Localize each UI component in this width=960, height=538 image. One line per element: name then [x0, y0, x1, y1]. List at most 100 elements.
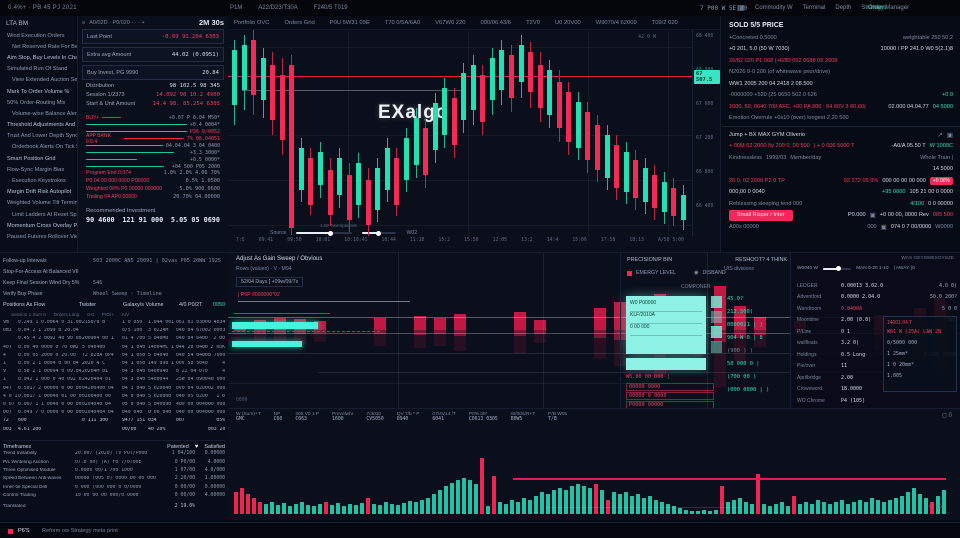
- sidebar-item[interactable]: Simulated Run Of Stand: [7, 66, 68, 73]
- table-row[interactable]: 4 0 1 0.0017 1 00040 01 00 00 0200400 00 04…: [3, 394, 225, 402]
- depth-row[interactable]: (000 0000 | ): [727, 387, 770, 393]
- flow-range-chip[interactable]: 52/04 Days [ +09w/09/7s: [236, 277, 304, 287]
- candle-body[interactable]: [547, 70, 553, 115]
- filter-group[interactable]: W/006/R+T B0W5: [511, 412, 535, 422]
- sidebar-item[interactable]: Net Reserved Rate For Best Limit: [12, 43, 77, 50]
- candle-body[interactable]: [365, 180, 371, 225]
- sidebar-item[interactable]: Aim Stop, Buy Levels In Channel: [7, 54, 77, 61]
- table-row[interactable]: 0m1 0.04 2 1 2099 0 20.04 0/5 100 3 0224M 04…: [3, 328, 225, 336]
- timeframe-row[interactable]: Speed Between Anti-waves 00000 (005 0) 00…: [3, 476, 225, 484]
- topbar-nav-item[interactable]: Commodity W: [755, 5, 793, 11]
- candle-body[interactable]: [375, 168, 381, 210]
- depth-row[interactable]: 904 W 0 | 8: [727, 335, 763, 341]
- range-slider[interactable]: [362, 230, 397, 236]
- sidebar-item[interactable]: Paused Futures Rollover View: [7, 233, 77, 240]
- filter-group[interactable]: P0% 05* C0613 0305: [469, 412, 498, 422]
- filter-group[interactable]: W (Sum)+T GMC: [236, 412, 261, 422]
- candle-body[interactable]: [671, 188, 677, 216]
- candle-body[interactable]: [461, 73, 467, 120]
- candle-body[interactable]: [480, 75, 486, 122]
- filter-group[interactable]: QV 7/b * P 0940: [397, 412, 420, 422]
- source-slider[interactable]: [296, 230, 353, 236]
- candle-body[interactable]: [442, 88, 448, 135]
- timeframe-row[interactable]: Trend Instability 20.007 (2020) TV POT/P0…: [3, 451, 225, 459]
- candle-body[interactable]: [308, 158, 314, 205]
- table-row[interactable]: 9m 0.249 1 0.0064 0 31.0003 2150/0 B 1 0 05…: [3, 320, 225, 328]
- sidebar-item[interactable]: View Extended Auction Set: [12, 77, 77, 84]
- candle-body[interactable]: [528, 52, 534, 92]
- topbar-menu-item[interactable]: A22/D23/T30A: [258, 5, 298, 11]
- depth-row[interactable]: 50 000 0 |: [727, 361, 760, 367]
- candle-body[interactable]: [518, 45, 524, 82]
- sidebar-item[interactable]: Wind Execution Orders: [7, 32, 65, 39]
- candle-body[interactable]: [241, 45, 247, 90]
- candle-body[interactable]: [318, 152, 323, 185]
- field-row[interactable]: Buy Invest, PG 9990 20.84: [82, 65, 224, 80]
- toolbar-item[interactable]: W9070/4 62009: [595, 19, 637, 26]
- depth-row[interactable]: 212.500(: [727, 309, 753, 315]
- candle-body[interactable]: [337, 158, 343, 195]
- hamburger-icon[interactable]: ≡: [82, 19, 86, 26]
- table-row[interactable]: 04) 0.5017 2 00000 0 00 00 04200400 04 04 3…: [3, 386, 225, 394]
- table-row[interactable]: 0 07 0.007 1 1 0040 0 00 00 0204040 04 05 0…: [3, 402, 225, 410]
- candle-body[interactable]: [509, 55, 514, 98]
- candle-body[interactable]: [356, 163, 362, 205]
- candle-body[interactable]: [279, 75, 285, 140]
- topbar-nav-item[interactable]: Depth: [835, 5, 852, 11]
- candle-body[interactable]: [470, 65, 476, 110]
- candle-body[interactable]: [432, 103, 438, 150]
- properties-slider[interactable]: [823, 266, 852, 271]
- table-row[interactable]: 4 0.00 05 2000 0 20.00 T2 020A 0P4 04 1 050…: [3, 353, 225, 361]
- quote-filters-label[interactable]: A0/02D · P0/020 · · · +: [89, 19, 145, 26]
- field-row[interactable]: Last Point -0.09 91.204 6303: [82, 29, 224, 44]
- topbar-active-item[interactable]: Orders: [868, 5, 887, 11]
- depth-highlight-block[interactable]: W0 P00000 KLF/2010A 0 00 000: [626, 296, 706, 354]
- sidebar-item[interactable]: Orderbook Alerts On Tick Size: [12, 144, 77, 151]
- candle-body[interactable]: [652, 175, 658, 208]
- copy-icon[interactable]: ▣: [869, 212, 876, 220]
- candle-body[interactable]: [298, 148, 304, 190]
- time-axis[interactable]: 7:5 09:41 09:50 10:01 10:10:41 10:44 11:10 15:2…: [228, 238, 692, 243]
- candle-body[interactable]: [232, 50, 237, 105]
- candle-body[interactable]: [661, 182, 667, 212]
- depth-highlight-block-small[interactable]: [626, 358, 706, 370]
- sidebar-item[interactable]: Execution Keystrokes: [12, 178, 66, 185]
- filter-group[interactable]: NP C60: [274, 412, 283, 422]
- sidebar-item[interactable]: Threshold Adjustments And Limit: [7, 122, 77, 129]
- table-row[interactable]: 0.45 4 2 0092 40 90 00 200904 00 1 01 4 70…: [3, 336, 225, 344]
- topbar-nav-item[interactable]: Terminal: [802, 5, 826, 11]
- table-row[interactable]: 1 0.042 1 000 0 40 092 0 2420404 01 04 3 04…: [3, 377, 225, 385]
- depth-row[interactable]: (700 00 ): [727, 374, 757, 380]
- sell-button[interactable]: Small Risper / Inter: [729, 209, 793, 221]
- toolbar-item[interactable]: P0U 5W31 09E: [329, 19, 370, 26]
- candle-body[interactable]: [346, 175, 352, 220]
- depth-row[interactable]: (900 ) ): [727, 348, 753, 354]
- candle-body[interactable]: [604, 135, 610, 178]
- candle-body[interactable]: [270, 65, 276, 120]
- toolbar-item[interactable]: U0 20V00: [554, 19, 581, 26]
- timeframe-row[interactable]: P/L Wintering Auction 07.0 00) (A) F0 7/0…: [3, 460, 225, 468]
- copy-icon[interactable]: ▣: [880, 223, 887, 231]
- toolbar-item[interactable]: T2V0: [526, 19, 540, 26]
- timeframe-row[interactable]: Inner-tie Special Drill 0 000 (000 000 0 …: [3, 485, 225, 493]
- candle-body[interactable]: [556, 82, 562, 128]
- candle-body[interactable]: [423, 128, 428, 175]
- candle-body[interactable]: [403, 138, 409, 180]
- table-row[interactable]: 1 0.00 2 1 0004 0 00 04 2020 4 C 04 1 050 14…: [3, 361, 225, 369]
- candle-body[interactable]: [594, 125, 600, 170]
- grid-icon[interactable]: ▦: [737, 3, 745, 12]
- copy-icon[interactable]: ▣: [946, 131, 953, 139]
- toolbar-item[interactable]: V67W0 220: [435, 19, 466, 26]
- candle-body[interactable]: [289, 65, 295, 228]
- candle-body[interactable]: [251, 40, 257, 95]
- timeframe-row[interactable]: Three Optimised Module 0.0000 00/1 700 10…: [3, 468, 225, 476]
- toolbar-item[interactable]: T09/2 020: [651, 19, 678, 26]
- candle-body[interactable]: [575, 102, 581, 148]
- table-row[interactable]: 40) 0.00 40 0000 0 70 0W2 5 040400 04 1 040…: [3, 345, 225, 353]
- filter-group[interactable]: 7/3010 CV5050: [366, 412, 383, 422]
- candle-body[interactable]: [680, 195, 686, 220]
- table-row[interactable]: 00) 0.049 7 0 0000 0 00 000 02040404 04 040…: [3, 410, 225, 418]
- candle-body[interactable]: [489, 58, 495, 100]
- candle-body[interactable]: [642, 168, 648, 202]
